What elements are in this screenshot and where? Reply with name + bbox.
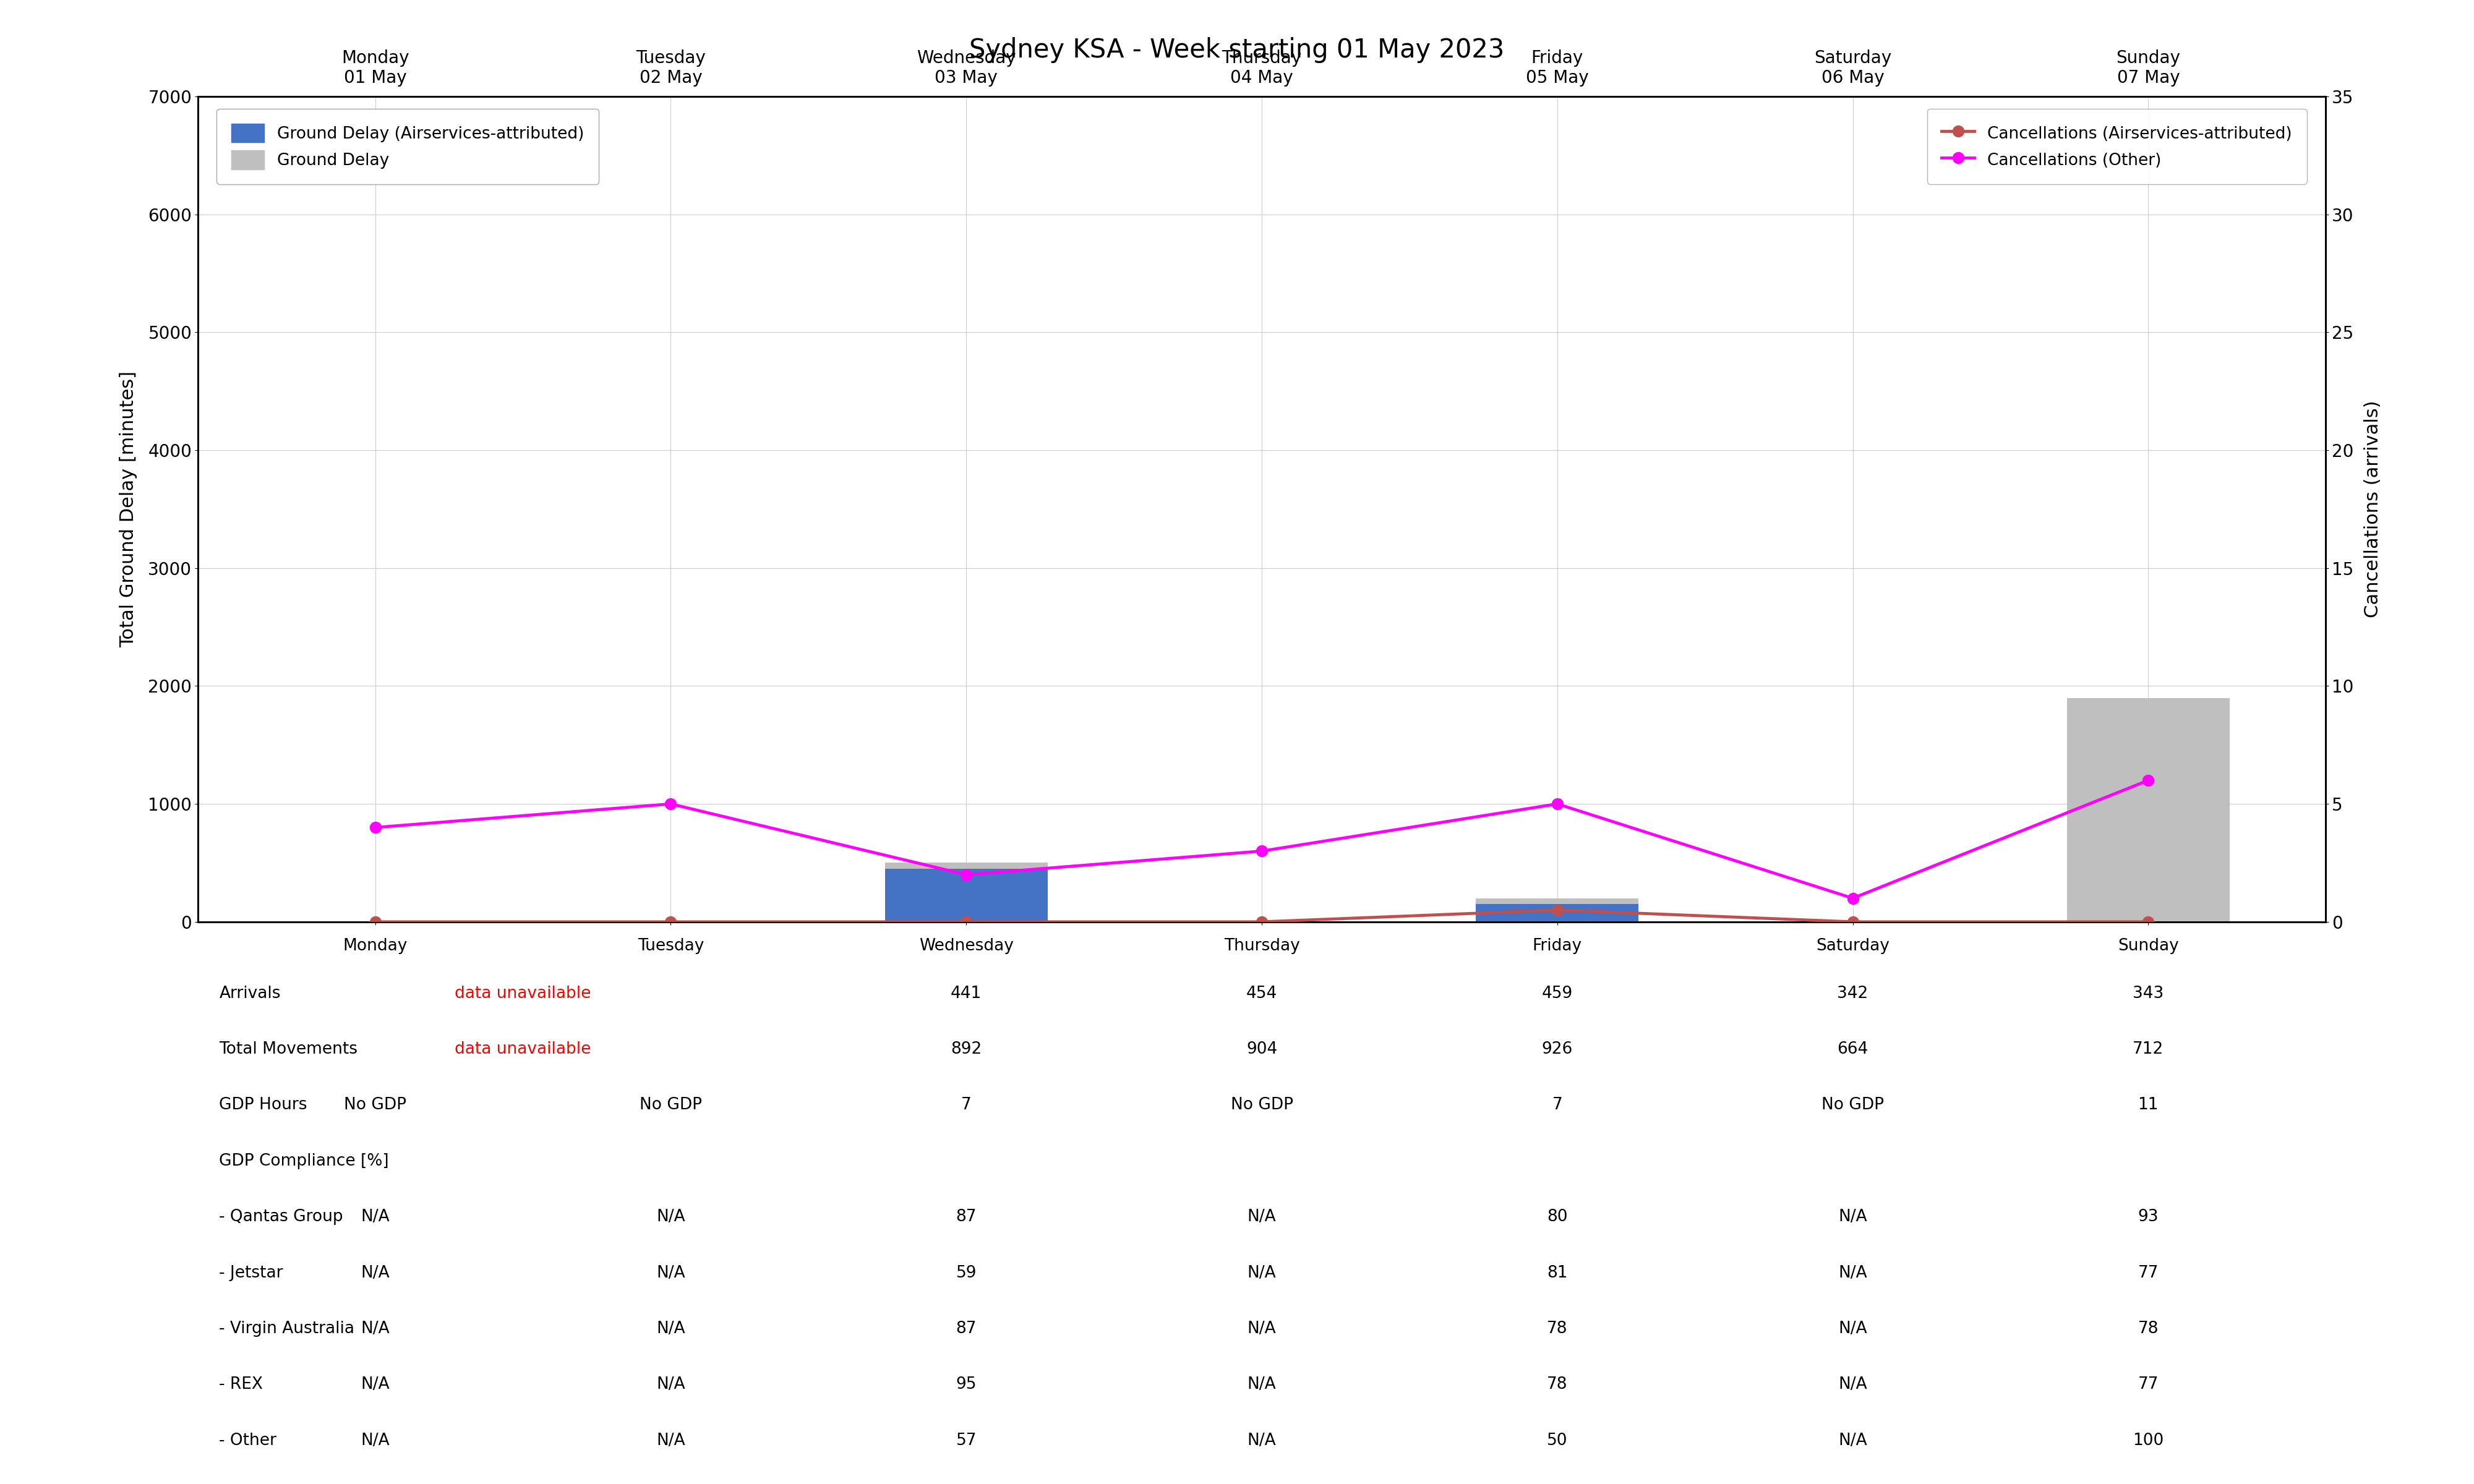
Text: 892: 892 [950,1042,982,1057]
Text: 78: 78 [2138,1321,2160,1337]
Cancellations (Airservices-attributed) [361,913,391,930]
Text: 100: 100 [2133,1432,2165,1448]
Cancellations (Airservices-attributed) [1247,913,1277,930]
Cancellations (Other) [1541,795,1571,813]
Text: N/A: N/A [361,1432,388,1448]
Text: - REX: - REX [220,1377,262,1393]
Text: 712: 712 [2133,1042,2165,1057]
Legend: Cancellations (Airservices-attributed), Cancellations (Other): Cancellations (Airservices-attributed), … [1927,108,2306,184]
Text: Friday: Friday [1531,938,1581,954]
Cancellations (Airservices-attributed) [1541,901,1571,919]
Text: N/A: N/A [361,1377,388,1393]
Text: - Other: - Other [220,1432,277,1448]
Text: N/A: N/A [361,1321,388,1337]
Text: N/A: N/A [1838,1432,1868,1448]
Text: Thursday: Thursday [1225,938,1299,954]
Text: N/A: N/A [1247,1377,1277,1393]
Text: N/A: N/A [1838,1264,1868,1281]
Text: N/A: N/A [1838,1377,1868,1393]
Text: data unavailable: data unavailable [455,1042,591,1057]
Text: 664: 664 [1838,1042,1868,1057]
Cancellations (Other) [952,865,982,883]
Text: Total Movements: Total Movements [220,1042,359,1057]
Text: GDP Hours: GDP Hours [220,1097,307,1113]
Text: N/A: N/A [1247,1321,1277,1337]
Cancellations (Airservices-attributed) [656,913,685,930]
Text: 343: 343 [2133,985,2165,1002]
Legend: Ground Delay (Airservices-attributed), Ground Delay: Ground Delay (Airservices-attributed), G… [218,108,599,184]
Text: 87: 87 [955,1209,977,1226]
Cancellations (Airservices-attributed) [1838,913,1868,930]
Cancellations (Airservices-attributed) [2133,913,2162,930]
Text: 80: 80 [1546,1209,1569,1226]
Line: Cancellations (Other): Cancellations (Other) [369,775,2155,904]
Text: N/A: N/A [656,1321,685,1337]
Text: Tuesday: Tuesday [638,938,705,954]
Text: Saturday: Saturday [1816,938,1890,954]
Text: N/A: N/A [361,1209,388,1226]
Y-axis label: Total Ground Delay [minutes]: Total Ground Delay [minutes] [119,371,139,647]
Text: No GDP: No GDP [638,1097,703,1113]
Text: N/A: N/A [1838,1321,1868,1337]
Text: 7: 7 [960,1097,972,1113]
Y-axis label: Cancellations (arrivals): Cancellations (arrivals) [2363,401,2382,617]
Text: - Virgin Australia: - Virgin Australia [220,1321,354,1337]
Text: No GDP: No GDP [1821,1097,1885,1113]
Text: N/A: N/A [1247,1264,1277,1281]
Text: 59: 59 [955,1264,977,1281]
Text: 342: 342 [1838,985,1868,1002]
Cancellations (Other) [361,819,391,837]
Text: 926: 926 [1541,1042,1573,1057]
Cancellations (Other) [1247,843,1277,861]
Text: Sunday: Sunday [2118,938,2180,954]
Text: 77: 77 [2138,1264,2160,1281]
Text: N/A: N/A [656,1377,685,1393]
Text: 78: 78 [1546,1321,1569,1337]
Bar [886,868,1047,922]
Text: - Qantas Group: - Qantas Group [220,1209,344,1226]
Text: 7: 7 [1551,1097,1564,1113]
Text: N/A: N/A [656,1264,685,1281]
Line: Cancellations (Airservices-attributed): Cancellations (Airservices-attributed) [369,904,2155,927]
Cancellations (Airservices-attributed) [952,913,982,930]
Text: 81: 81 [1546,1264,1569,1281]
Text: N/A: N/A [1247,1209,1277,1226]
Text: 50: 50 [1546,1432,1569,1448]
Text: N/A: N/A [361,1264,388,1281]
Text: data unavailable: data unavailable [455,985,591,1002]
Text: 93: 93 [2138,1209,2160,1226]
Bar [1477,898,1638,922]
Text: 459: 459 [1541,985,1573,1002]
Cancellations (Other) [2133,772,2162,789]
Text: N/A: N/A [1838,1209,1868,1226]
Text: No GDP: No GDP [1230,1097,1294,1113]
Text: 77: 77 [2138,1377,2160,1393]
Text: 454: 454 [1247,985,1277,1002]
Text: 87: 87 [955,1321,977,1337]
Bar [1477,904,1638,922]
Text: 11: 11 [2138,1097,2160,1113]
Text: 904: 904 [1247,1042,1277,1057]
Text: 441: 441 [950,985,982,1002]
Text: Wednesday: Wednesday [918,938,1014,954]
Text: - Jetstar: - Jetstar [220,1264,282,1281]
Bar [886,862,1047,922]
Text: N/A: N/A [656,1432,685,1448]
Text: N/A: N/A [1247,1432,1277,1448]
Cancellations (Other) [656,795,685,813]
Text: Arrivals: Arrivals [220,985,280,1002]
Cancellations (Other) [1838,889,1868,907]
Text: 78: 78 [1546,1377,1569,1393]
Bar [2066,697,2229,922]
Text: 57: 57 [955,1432,977,1448]
Text: 95: 95 [955,1377,977,1393]
Text: GDP Compliance [%]: GDP Compliance [%] [220,1153,388,1169]
Text: Monday: Monday [344,938,408,954]
Text: Sydney KSA - Week starting 01 May 2023: Sydney KSA - Week starting 01 May 2023 [970,37,1504,62]
Text: No GDP: No GDP [344,1097,406,1113]
Text: N/A: N/A [656,1209,685,1226]
